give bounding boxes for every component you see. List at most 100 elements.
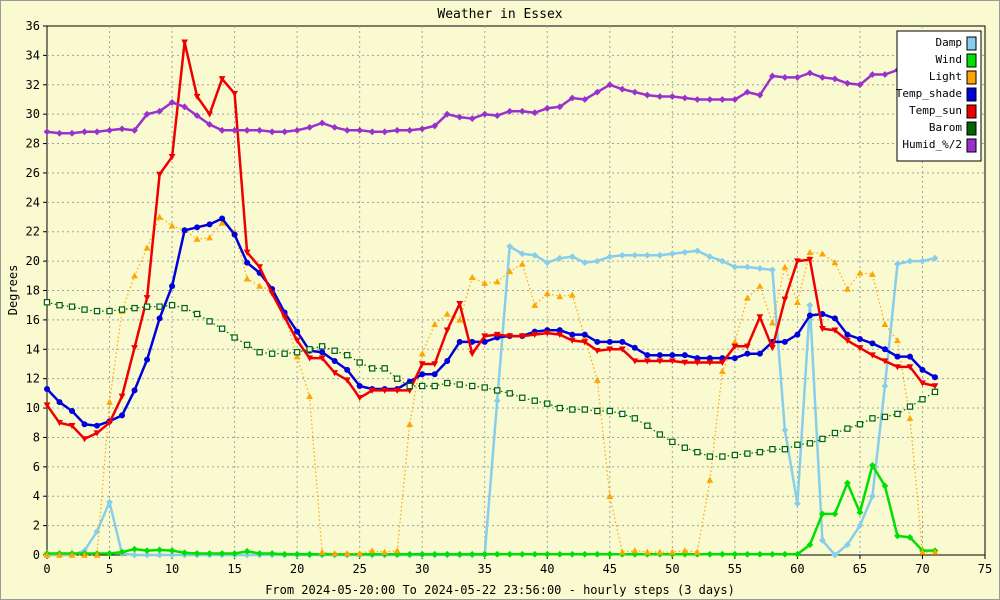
series-wind-point [794, 550, 801, 558]
series-temp-sun-point [256, 264, 264, 271]
series-humid-2-point [493, 112, 501, 120]
series-temp-sun-point [681, 359, 689, 366]
series-temp-shade-point [581, 331, 588, 338]
series-wind-point [781, 550, 789, 558]
series-temp-sun-point [331, 370, 339, 377]
series-light-point [568, 291, 576, 298]
series-wind-point [243, 547, 251, 555]
series-humid-2-point [656, 93, 664, 100]
series-barom-point [368, 365, 376, 372]
series-temp-sun-point [381, 387, 389, 394]
series-temp-sun-point [343, 377, 351, 384]
series-wind-point [844, 479, 851, 487]
series-damp-point [706, 253, 714, 261]
x-tick-label: 35 [478, 562, 492, 576]
series-damp-point [781, 426, 789, 434]
series-humid-2-point [56, 129, 63, 137]
series-barom-point [131, 304, 138, 312]
y-tick-label: 30 [26, 107, 40, 121]
series-light-point [293, 353, 301, 360]
series-barom-point [193, 310, 201, 318]
series-humid-2-point [381, 128, 389, 136]
series-humid-2-point [756, 91, 764, 99]
series-temp-sun-point [881, 358, 889, 365]
y-tick-label: 34 [26, 48, 40, 62]
x-axis-label: From 2024-05-20:00 To 2024-05-22 23:56:0… [265, 583, 735, 597]
series-wind-point [468, 550, 476, 558]
series-wind-point [406, 550, 414, 558]
series-damp-point [593, 257, 601, 265]
series-barom-point [293, 349, 301, 356]
series-barom-point [694, 448, 701, 456]
series-barom-point [569, 406, 576, 413]
series-temp-shade-point [456, 338, 463, 345]
series-barom-point [106, 307, 113, 315]
series-temp-shade-point [181, 227, 188, 234]
series-humid-2-point [856, 81, 864, 89]
series-temp-sun [43, 39, 939, 443]
series-temp-shade-point [81, 421, 88, 428]
series-temp-sun-point [81, 436, 88, 443]
series-barom-point [581, 406, 588, 413]
series-wind-point [193, 550, 201, 557]
series-damp-point [168, 551, 176, 559]
series-light-point [443, 310, 451, 317]
series-temp-shade-point [194, 224, 201, 231]
series-light-point [243, 275, 251, 282]
series-temp-sun-point [156, 171, 163, 178]
series-light-point [381, 548, 389, 555]
series-humid-2-point [819, 74, 826, 81]
series-wind-point [819, 510, 826, 518]
series-humid-2-point [593, 88, 601, 96]
series-damp-point [618, 251, 626, 259]
legend-label-barom: Barom [929, 121, 962, 134]
series-wind-point [581, 550, 589, 558]
series-wind-point [518, 550, 526, 558]
series-humid-2-point [368, 128, 376, 136]
series-temp-sun-point [243, 249, 251, 256]
series-temp-sun-point [356, 395, 364, 402]
series-temp-shade-point [594, 338, 601, 345]
series-temp-shade-point [656, 352, 663, 359]
x-tick-label: 60 [790, 562, 804, 576]
series-light-point [693, 548, 701, 555]
series-temp-sun-point [293, 337, 301, 344]
series-humid-2-point [68, 129, 76, 137]
series-temp-shade-point [606, 338, 613, 345]
series-humid-2-point [431, 122, 439, 130]
series-temp-shade-point [56, 399, 63, 406]
series-temp-sun-point [856, 345, 864, 352]
series-humid-2-point [681, 94, 689, 102]
series-humid-2-point [343, 126, 351, 134]
series-temp-sun-point [831, 327, 839, 334]
series-barom-point [118, 306, 126, 313]
series-barom-point [706, 453, 714, 460]
series-temp-shade-point [706, 355, 713, 362]
series-barom-point [656, 431, 664, 438]
series-temp-shade-point [919, 366, 926, 373]
x-tick-label: 30 [415, 562, 429, 576]
series-damp-point [93, 528, 101, 535]
series-humid-2-point [281, 128, 289, 136]
series-damp-point [794, 500, 801, 507]
series-temp-sun-point [906, 364, 914, 371]
series-temp-shade-point [731, 355, 738, 362]
series-barom-point [906, 403, 914, 410]
series-light-point [731, 338, 739, 345]
series-wind-point [156, 546, 163, 554]
series-temp-sun-point [844, 337, 851, 344]
series-barom [43, 299, 939, 460]
series-damp-point [543, 259, 551, 266]
series-damp-point [556, 254, 564, 262]
series-barom-point [143, 303, 151, 310]
series-wind-point [493, 550, 501, 558]
series-humid-2-point [306, 123, 314, 131]
series-temp-sun-point [556, 331, 564, 338]
x-tick-label: 10 [165, 562, 179, 576]
series-temp-shade-point [669, 352, 676, 359]
series-damp-point [631, 251, 639, 259]
series-humid-2-point [556, 103, 564, 111]
series-light-point [856, 269, 864, 276]
y-tick-label: 8 [33, 430, 40, 444]
y-tick-label: 28 [26, 137, 40, 151]
